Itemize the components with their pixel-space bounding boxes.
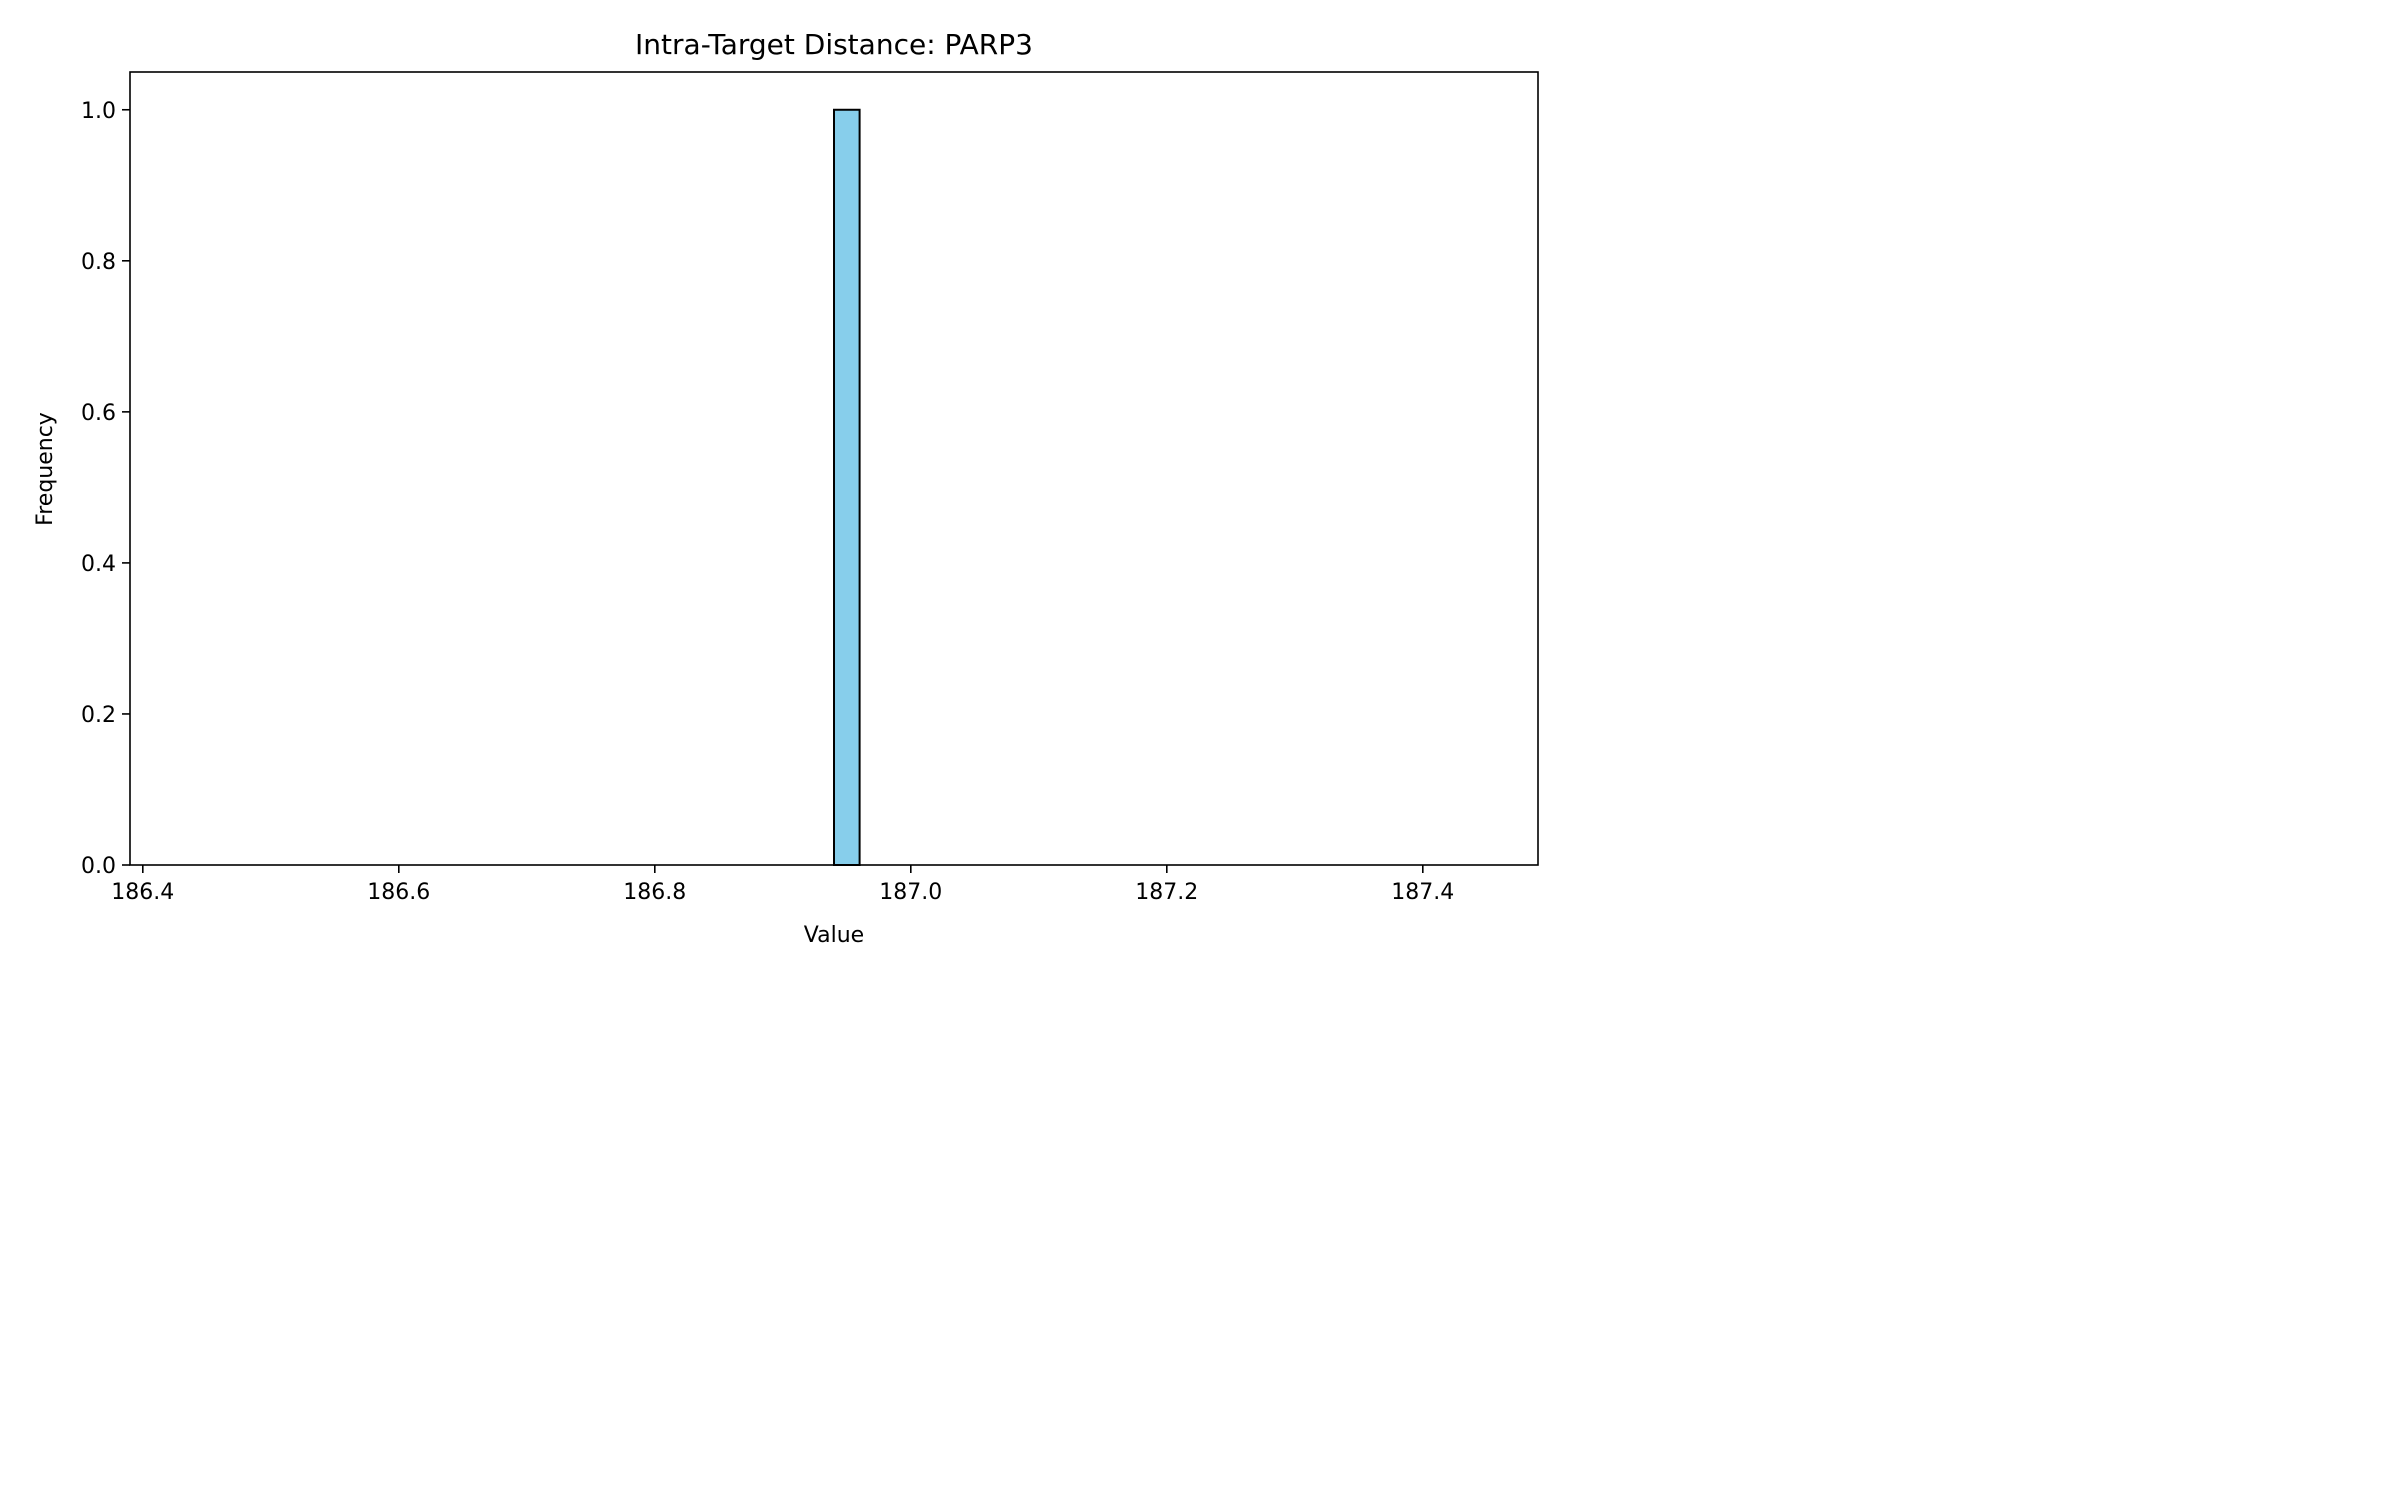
histogram-bar <box>833 108 861 866</box>
plot-frame <box>129 71 1539 866</box>
y-axis-ticks: 0.0 0.2 0.4 0.6 0.8 1.0 <box>81 99 130 879</box>
y-tick-label: 0.2 <box>81 703 116 728</box>
x-axis-label: Value <box>804 923 864 948</box>
bars-group <box>833 108 861 866</box>
x-tick-label: 186.6 <box>367 880 430 905</box>
y-tick-label: 0.8 <box>81 250 116 275</box>
x-tick-label: 187.4 <box>1391 880 1454 905</box>
x-tick-label: 186.4 <box>111 880 174 905</box>
x-tick-label: 186.8 <box>623 880 686 905</box>
x-axis-ticks: 186.4 186.6 186.8 187.0 187.2 187.4 <box>111 865 1454 905</box>
y-tick-label: 0.0 <box>81 854 116 879</box>
y-tick-label: 1.0 <box>81 99 116 124</box>
y-axis-label: Frequency <box>33 412 58 526</box>
y-tick-label: 0.6 <box>81 401 116 426</box>
histogram-chart: Intra-Target Distance: PARP3 186.4 186.6 1… <box>0 0 1560 975</box>
x-tick-label: 187.0 <box>879 880 942 905</box>
y-tick-label: 0.4 <box>81 552 116 577</box>
chart-title: Intra-Target Distance: PARP3 <box>635 28 1033 61</box>
x-tick-label: 187.2 <box>1135 880 1198 905</box>
figure-background <box>0 0 1560 975</box>
